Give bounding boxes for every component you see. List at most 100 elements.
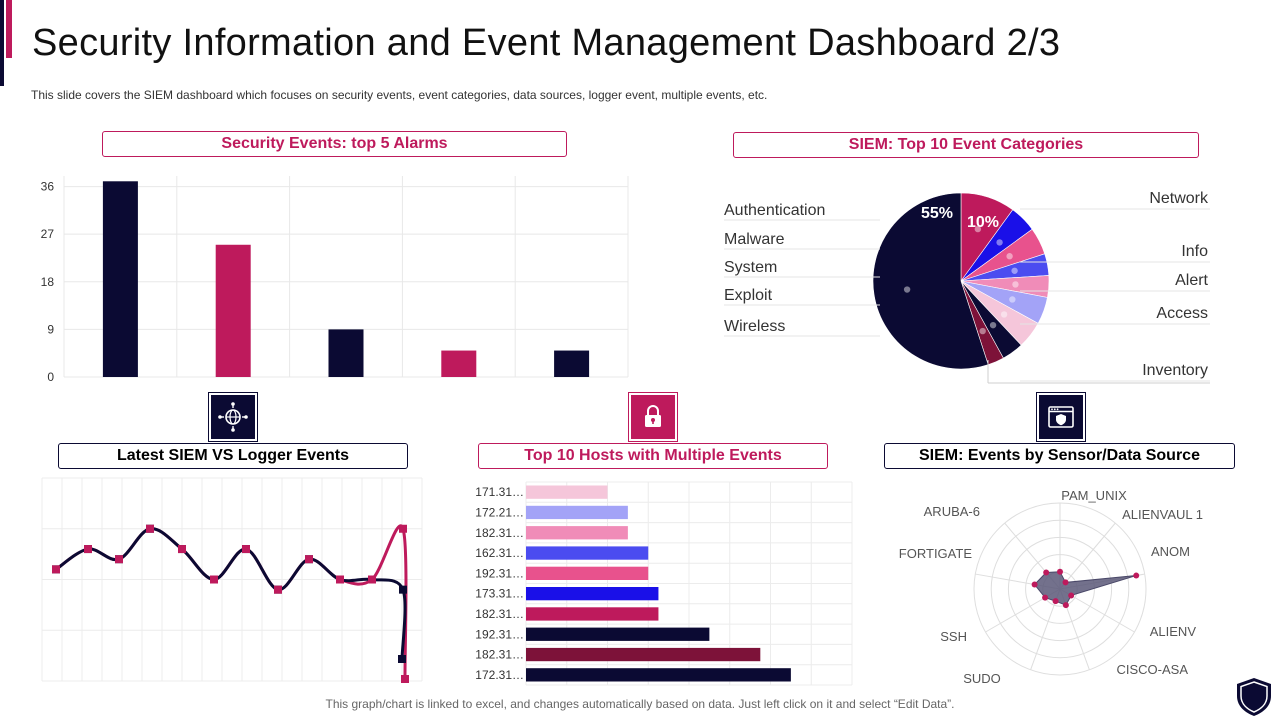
host-label: 192.31… [475, 566, 524, 580]
sensors-radar-chart: PAM_UNIX ALIENVAUL 1 ANOM ALIENV CISCO-ASA SU… [899, 488, 1203, 686]
categories-pie-chart: Authentication Malware System Exploit Wirele… [724, 190, 1210, 384]
pie-dot [996, 239, 1003, 246]
bar [526, 505, 628, 520]
pie-left-label: Authentication [724, 202, 825, 219]
pie-dot [989, 321, 997, 329]
logger-chart-title: Latest SIEM VS Logger Events [58, 443, 408, 469]
radar-point [1133, 572, 1140, 579]
host-label: 171.31… [475, 485, 524, 499]
line-marker [115, 555, 123, 564]
pie-dot [1000, 311, 1008, 318]
bar [554, 350, 590, 377]
alarms-bar-chart: 0 9 18 27 36 [41, 176, 629, 384]
bar [526, 526, 628, 540]
hosts-chart-title: Top 10 Hosts with Multiple Events [478, 443, 828, 469]
line-marker [178, 545, 186, 554]
footer-note: This graph/chart is linked to excel, and… [325, 697, 955, 711]
radar-axis-label: FORTIGATE [899, 546, 973, 561]
host-label: 172.31… [475, 668, 524, 682]
radar-axis-label: ARUBA-6 [924, 504, 980, 519]
pie-percent-label: 55% [921, 205, 953, 222]
line-marker [336, 575, 344, 584]
host-label: 192.31… [475, 627, 524, 641]
bar [526, 485, 608, 499]
bar [526, 607, 659, 621]
y-tick-label: 9 [47, 322, 54, 336]
pie-dot [974, 225, 982, 233]
pie-left-label: Wireless [724, 318, 785, 335]
line-series [55, 527, 407, 660]
shield-logo-icon [1237, 678, 1271, 716]
bar [526, 647, 761, 662]
y-tick-label: 36 [41, 180, 55, 194]
pie-percent-label: 10% [967, 214, 999, 231]
radar-axis-label: ALIENVAUL 1 [1122, 507, 1203, 522]
line-marker [274, 585, 282, 594]
pie-slice [872, 192, 989, 370]
line-marker [398, 655, 406, 663]
line-marker [84, 545, 92, 554]
pie-dot [1006, 253, 1013, 260]
pie-right-label: Info [1181, 243, 1208, 260]
host-label: 182.31… [475, 526, 524, 540]
pie-left-label: Exploit [724, 287, 773, 304]
pie-right-label: Access [1156, 305, 1208, 322]
categories-chart-title: SIEM: Top 10 Event Categories [733, 132, 1199, 158]
globe-network-icon [208, 392, 258, 442]
host-label: 182.31… [475, 607, 524, 621]
radar-axis-label: SUDO [963, 671, 1001, 686]
line-marker [52, 565, 60, 574]
host-label: 173.31… [475, 587, 524, 601]
line-marker [146, 524, 154, 533]
y-tick-label: 0 [47, 370, 54, 384]
accent-stripe-navy [0, 0, 4, 86]
pie-right-label: Inventory [1142, 362, 1208, 379]
bar [441, 350, 477, 377]
pie-left-label: System [724, 259, 777, 276]
radar-axis-label: SSH [940, 629, 967, 644]
logger-line-chart [41, 477, 423, 683]
radar-axis-label: ALIENV [1150, 624, 1197, 639]
radar-point [1057, 568, 1063, 575]
bar [526, 587, 659, 601]
radar-area [1033, 571, 1137, 606]
line-marker [368, 575, 376, 584]
radar-point [1068, 592, 1075, 599]
bar [526, 546, 649, 560]
host-label: 162.31… [475, 546, 524, 560]
radar-point [1062, 602, 1069, 609]
bar [328, 329, 364, 377]
radar-point [1043, 569, 1050, 576]
hosts-bar-chart: 171.31… 172.21… 182.31… 162.31… 192.31… 173.3… [475, 481, 853, 686]
radar-point [1062, 579, 1069, 586]
pie-left-label: Malware [724, 231, 785, 248]
host-label: 182.31… [475, 648, 524, 662]
pie-dot [979, 327, 986, 335]
bar [102, 181, 138, 377]
radar-axis-label: ANOM [1151, 544, 1190, 559]
y-tick-label: 27 [41, 227, 55, 241]
bar [215, 244, 251, 377]
pie-dot [1011, 267, 1018, 274]
accent-bar [0, 0, 12, 86]
line-marker [305, 555, 313, 564]
alarms-chart-title: Security Events: top 5 Alarms [102, 131, 567, 157]
accent-stripe-magenta [6, 0, 12, 58]
radar-point [1042, 594, 1049, 601]
line-marker [399, 585, 407, 594]
line-marker [401, 675, 409, 683]
browser-shield-icon [1036, 392, 1086, 442]
pie-dot [1012, 281, 1019, 288]
padlock-icon [628, 392, 678, 442]
line-marker [399, 524, 407, 533]
sensors-chart-title: SIEM: Events by Sensor/Data Source [884, 443, 1235, 469]
radar-point [1031, 581, 1038, 588]
pie-dot [1009, 296, 1016, 303]
pie-right-label: Network [1149, 190, 1209, 207]
radar-spoke [1059, 522, 1116, 590]
bar [526, 627, 710, 641]
page-subtitle: This slide covers the SIEM dashboard whi… [31, 88, 768, 102]
line-marker [242, 545, 250, 554]
radar-point [1052, 598, 1059, 605]
pie-right-label: Alert [1175, 272, 1208, 289]
